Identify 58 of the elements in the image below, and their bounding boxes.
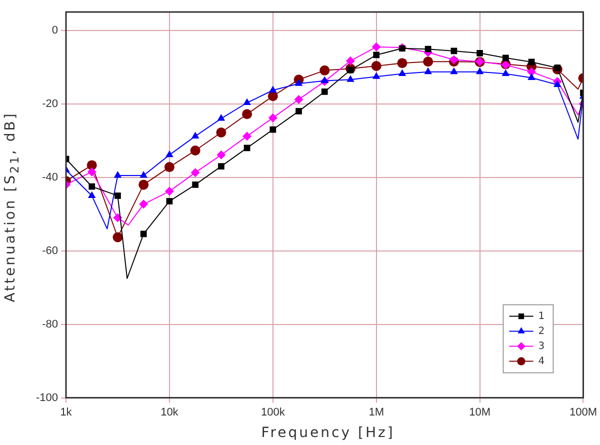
point	[114, 171, 122, 178]
point	[527, 67, 536, 76]
point	[372, 42, 381, 52]
point	[166, 198, 173, 204]
point	[398, 69, 406, 76]
point	[346, 75, 354, 82]
point	[140, 171, 148, 178]
y-tick-label: -60	[42, 244, 58, 257]
legend-label: 3	[538, 340, 545, 352]
point	[268, 113, 278, 122]
point	[553, 80, 562, 87]
legend-label: 2	[538, 326, 545, 337]
point	[502, 54, 509, 62]
x-tick-label: 10M	[469, 406, 490, 418]
x-axis-title: Frequency [Hz]	[260, 425, 396, 441]
x-tick-label: 1k	[60, 406, 72, 418]
point	[190, 168, 200, 178]
point	[294, 79, 303, 86]
point	[140, 230, 147, 238]
point	[321, 88, 328, 95]
point	[373, 52, 380, 58]
y-tick-label: -80	[42, 318, 58, 330]
x-tick-label: 100M	[569, 406, 598, 418]
point	[424, 46, 432, 52]
point	[372, 72, 380, 79]
point	[192, 182, 198, 188]
point	[502, 69, 510, 76]
x-tick-label: 100k	[260, 406, 286, 418]
y-tick-label: -100	[36, 392, 58, 404]
point	[450, 67, 458, 74]
point	[320, 76, 329, 83]
legend-label: 4	[538, 356, 545, 367]
point	[449, 55, 458, 64]
point	[218, 163, 224, 170]
point	[139, 200, 148, 209]
point	[270, 126, 276, 133]
point	[424, 67, 432, 74]
point	[242, 132, 252, 141]
point	[216, 150, 226, 160]
y-tick-label: 0	[52, 24, 58, 36]
y-tick-label: -40	[42, 171, 58, 184]
point	[294, 94, 304, 104]
point	[217, 114, 226, 121]
point	[166, 150, 174, 158]
point	[476, 67, 484, 74]
x-tick-label: 10k	[160, 406, 179, 418]
x-tick-label: 1M	[368, 406, 384, 418]
y-tick-label: -20	[42, 98, 58, 110]
point	[269, 86, 277, 93]
point	[346, 56, 355, 66]
point	[528, 73, 536, 80]
legend-label: 1	[538, 310, 545, 322]
point	[243, 98, 251, 106]
point	[476, 50, 483, 56]
point	[191, 132, 200, 138]
point	[164, 186, 174, 196]
point	[450, 48, 458, 54]
point	[296, 108, 302, 114]
